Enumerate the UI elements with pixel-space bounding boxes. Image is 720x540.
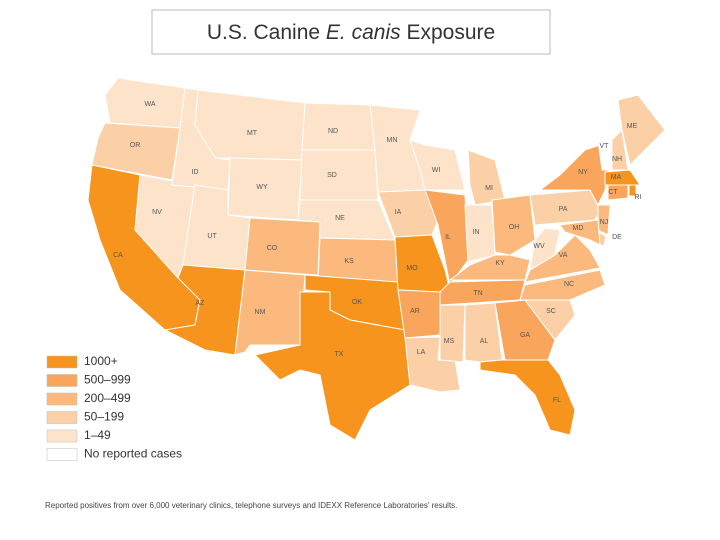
state-label: MN xyxy=(387,137,398,144)
legend-swatch xyxy=(46,448,78,461)
state-label: MO xyxy=(406,265,418,272)
footnote: Reported positives from over 6,000 veter… xyxy=(45,501,457,510)
state xyxy=(194,89,306,161)
state xyxy=(377,189,439,238)
state-label: AR xyxy=(410,308,420,315)
state-label: IL xyxy=(445,234,451,241)
state xyxy=(91,122,181,181)
state-label: CT xyxy=(608,189,618,196)
state-label: CA xyxy=(113,252,123,259)
title: U.S. Canine E. canis Exposure xyxy=(207,21,495,44)
state-label: KS xyxy=(344,258,354,265)
legend-label: 1000+ xyxy=(84,354,118,368)
state-label: VT xyxy=(600,143,610,150)
state xyxy=(607,184,629,201)
state-label: SD xyxy=(327,172,337,179)
state-label: NM xyxy=(255,309,266,316)
legend-label: 200–499 xyxy=(84,391,131,405)
state xyxy=(628,184,637,197)
state-label: ND xyxy=(328,128,338,135)
state xyxy=(234,269,306,356)
state-label: MA xyxy=(611,174,622,181)
state-label: TN xyxy=(473,290,482,297)
state-label: NJ xyxy=(600,219,609,226)
state-label: NH xyxy=(612,156,622,163)
legend-label: 500–999 xyxy=(84,373,131,387)
state-label: MD xyxy=(573,225,584,232)
state-label: TX xyxy=(335,351,344,358)
state xyxy=(301,102,376,151)
state-label: ME xyxy=(627,123,638,130)
state-label: WA xyxy=(144,101,155,108)
state-label: IN xyxy=(473,229,480,236)
state-label: MI xyxy=(485,185,493,192)
state-label: NY xyxy=(578,169,588,176)
legend-label: 50–199 xyxy=(84,410,124,424)
state xyxy=(254,291,411,441)
state-label: OR xyxy=(130,142,141,149)
state-label: AL xyxy=(480,338,489,345)
state-label: OK xyxy=(352,299,362,306)
legend-label: 1–49 xyxy=(84,428,111,442)
state-label: VA xyxy=(559,252,568,259)
state xyxy=(439,279,526,306)
legend-swatch xyxy=(46,429,78,443)
state-label: OH xyxy=(509,224,520,231)
state-label: WI xyxy=(432,167,441,174)
state xyxy=(317,237,399,283)
state xyxy=(299,149,379,201)
state-label: LA xyxy=(417,349,426,356)
state-label: WY xyxy=(256,184,268,191)
state-label: SC xyxy=(546,308,556,315)
legend-swatch xyxy=(46,374,78,387)
state-label: GA xyxy=(520,332,530,339)
state-label: IA xyxy=(395,209,402,216)
title-box xyxy=(151,9,551,55)
state-label: FL xyxy=(553,397,561,404)
title-text: U.S. Canine xyxy=(207,21,320,44)
title-text: Exposure xyxy=(406,21,495,44)
state-label: NE xyxy=(335,215,345,222)
state-label: WV xyxy=(533,243,545,250)
state-label: CO xyxy=(267,245,278,252)
state xyxy=(604,169,641,186)
state-label: MS xyxy=(444,338,455,345)
state xyxy=(529,227,561,271)
state xyxy=(244,217,321,276)
state-label: RI xyxy=(635,194,642,201)
state xyxy=(491,194,536,256)
state xyxy=(519,269,606,301)
state xyxy=(424,189,469,287)
state-label: UT xyxy=(207,233,217,240)
legend-label: No reported cases xyxy=(84,447,182,461)
state-label: ID xyxy=(192,169,199,176)
state xyxy=(559,219,601,246)
state-label: NV xyxy=(152,209,162,216)
state xyxy=(409,139,466,191)
state xyxy=(464,204,496,263)
state xyxy=(617,94,666,166)
state xyxy=(439,304,466,363)
legend-swatch xyxy=(46,392,78,406)
title-italic: E. canis xyxy=(326,21,401,44)
state-label: DE xyxy=(612,234,622,241)
states: WA OR CA NV ID MT WY UT AZ CO NM ND SD NE KS OK TX MN IA MO… xyxy=(87,77,666,441)
state-label: PA xyxy=(559,206,568,213)
state-label: MT xyxy=(247,130,258,137)
state xyxy=(597,139,613,171)
state-label: AZ xyxy=(196,300,206,307)
state-label: NC xyxy=(564,281,574,288)
legend: 1000+ 500–999 200–499 50–199 1–49 No reported… xyxy=(46,354,182,461)
state-label: KY xyxy=(495,260,505,267)
state xyxy=(479,359,576,436)
legend-swatch xyxy=(46,411,78,424)
legend-swatch xyxy=(46,355,78,369)
state xyxy=(467,149,506,206)
